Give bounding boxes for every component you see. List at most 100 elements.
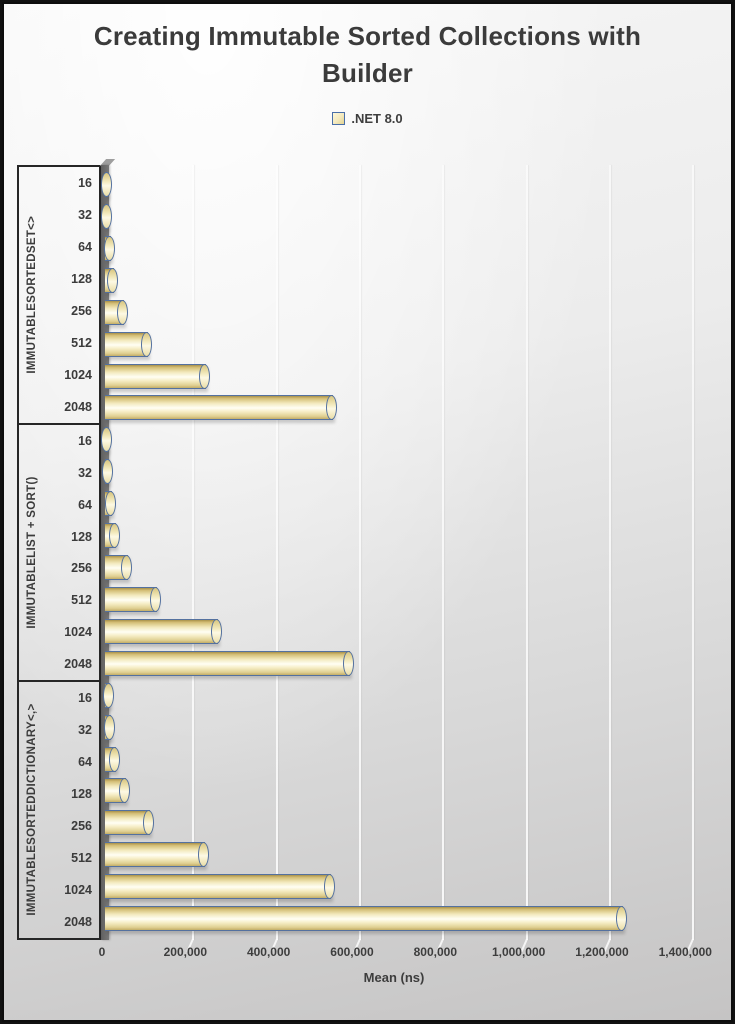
bar-end-cap xyxy=(121,555,133,581)
x-tick-label: 600,000 xyxy=(330,945,374,959)
bar-end-cap xyxy=(198,363,210,389)
category-label: 64 xyxy=(78,497,92,512)
bar xyxy=(104,714,116,740)
bar xyxy=(101,172,112,197)
x-tick-label: 400,000 xyxy=(246,945,291,959)
category-label: 256 xyxy=(71,819,92,834)
bar xyxy=(101,459,113,485)
category-label: 16 xyxy=(78,175,92,190)
bar xyxy=(105,618,223,644)
category-label: 512 xyxy=(71,335,92,350)
bar xyxy=(103,235,115,261)
bar xyxy=(105,810,154,836)
bar-end-cap xyxy=(326,395,338,421)
bar xyxy=(105,874,335,900)
bar-end-cap xyxy=(142,810,154,836)
bar xyxy=(105,778,131,804)
bar-end-cap xyxy=(102,682,114,708)
legend-series-label: .NET 8.0 xyxy=(351,111,403,126)
bar xyxy=(105,842,210,868)
x-axis-title: Mean (ns) xyxy=(363,970,425,985)
category-label: 512 xyxy=(71,851,92,866)
group-label: IMMUTABLESORTEDDICTIONARY<,> xyxy=(26,704,38,917)
x-tick-label: 0 xyxy=(98,945,106,959)
plot-area xyxy=(101,165,725,953)
category-label: 1024 xyxy=(64,367,92,382)
bar xyxy=(102,682,114,708)
group-label: IMMUTABLELIST + SORT() xyxy=(26,476,38,629)
bar xyxy=(105,363,210,389)
bar-end-cap xyxy=(323,874,335,900)
bar-end-cap xyxy=(140,331,152,357)
category-group-box: IMMUTABLELIST + SORT() 16 32 64 128 256 512 102… xyxy=(17,422,101,681)
gridline xyxy=(186,165,195,953)
category-label: 128 xyxy=(71,271,92,286)
chart-title: Creating Immutable Sorted Collections wi… xyxy=(93,21,642,88)
category-labels: 16 32 64 128 256 512 1024 2048 xyxy=(45,682,99,938)
category-labels: 16 32 64 128 256 512 1024 2048 xyxy=(45,425,99,681)
bar-end-cap xyxy=(615,906,627,932)
bar xyxy=(105,586,161,612)
x-tick-label: 200,000 xyxy=(163,945,208,959)
bar-end-cap xyxy=(108,523,120,549)
bar xyxy=(105,523,120,549)
bar xyxy=(105,299,128,325)
bar-end-cap xyxy=(211,618,223,644)
gridline xyxy=(686,165,695,953)
bar-end-cap xyxy=(104,491,116,517)
category-label: 128 xyxy=(71,529,92,544)
bar-end-cap xyxy=(116,299,128,325)
x-axis: 0 200,000 400,000 600,000 800,000 1,000,000 1,… xyxy=(99,945,725,965)
bar-end-cap xyxy=(106,267,118,293)
legend: .NET 8.0 xyxy=(4,111,731,126)
gridline xyxy=(603,165,611,953)
category-label: 64 xyxy=(78,755,92,770)
category-label: 16 xyxy=(78,691,92,706)
bar-end-cap xyxy=(101,427,112,453)
category-label: 2048 xyxy=(64,399,92,414)
bar xyxy=(101,203,113,229)
gridline xyxy=(270,165,278,953)
bar-end-cap xyxy=(149,586,161,612)
category-label: 1024 xyxy=(64,883,92,898)
bar-end-cap xyxy=(103,235,115,261)
bar xyxy=(105,650,354,676)
x-tick-label: 800,000 xyxy=(413,945,457,959)
category-label: 32 xyxy=(78,207,92,222)
bar xyxy=(101,427,112,453)
bar xyxy=(105,331,152,357)
legend-series-swatch xyxy=(332,112,346,125)
category-label: 64 xyxy=(78,239,92,254)
bar xyxy=(105,395,338,421)
bar xyxy=(105,555,133,581)
x-tick-label: 1,400,000 xyxy=(658,945,712,959)
category-label: 512 xyxy=(71,593,92,608)
category-group-box: IMMUTABLESORTEDSET<> 16 32 64 128 256 512 1024 2… xyxy=(17,165,101,423)
category-group-box: IMMUTABLESORTEDDICTIONARY<,> 16 32 64 128 256… xyxy=(17,680,101,941)
category-label: 32 xyxy=(78,723,92,738)
bar-end-cap xyxy=(104,714,116,740)
x-tick-label: 1,000,000 xyxy=(491,945,546,959)
category-label: 2048 xyxy=(64,914,92,929)
category-label: 1024 xyxy=(64,625,92,640)
category-label: 32 xyxy=(78,465,92,480)
axis-wall xyxy=(101,165,109,940)
category-label: 2048 xyxy=(64,657,92,672)
group-label: IMMUTABLESORTEDSET<> xyxy=(26,215,38,374)
category-label: 256 xyxy=(71,561,92,576)
bar xyxy=(105,267,118,293)
category-labels: 16 32 64 128 256 512 1024 2048 xyxy=(45,167,99,423)
bar-end-cap xyxy=(198,842,210,868)
bar-end-cap xyxy=(342,650,354,676)
x-tick-label: 1,200,000 xyxy=(575,945,629,959)
gridline xyxy=(520,165,528,953)
category-label: 16 xyxy=(78,433,92,448)
gridline xyxy=(436,165,445,953)
category-pane: IMMUTABLESORTEDSET<> 16 32 64 128 256 512 1024 2… xyxy=(17,165,101,941)
bar-end-cap xyxy=(101,459,113,485)
bar xyxy=(105,746,121,772)
bar-end-cap xyxy=(101,203,113,229)
category-label: 128 xyxy=(71,787,92,802)
bar-end-cap xyxy=(109,746,121,772)
